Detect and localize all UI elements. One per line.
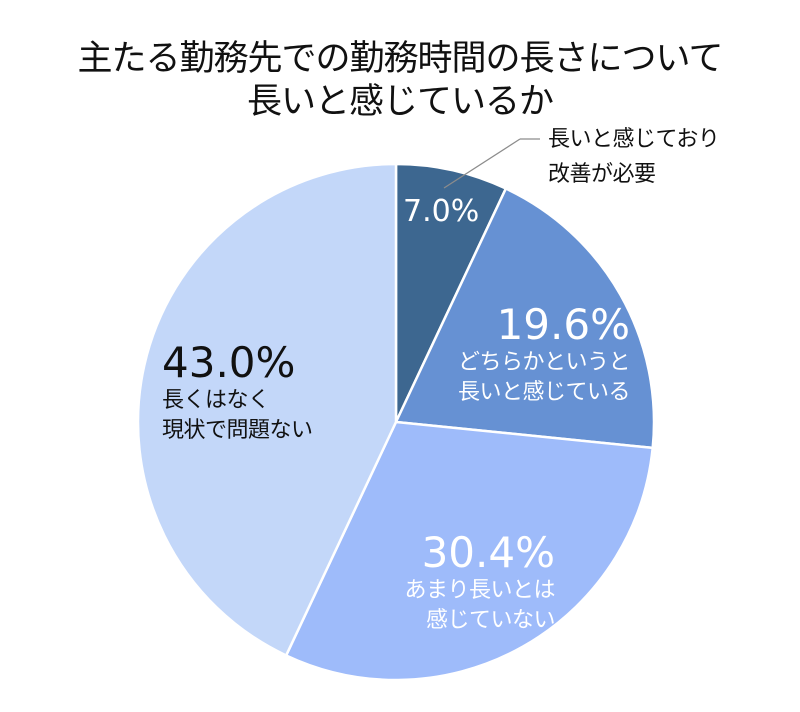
chart-title-line-1: 主たる勤務先での勤務時間の長さについて	[77, 39, 724, 79]
pie-slice-3	[284, 420, 654, 682]
slice-1-callout-label: 長いと感じており 改善が必要	[548, 122, 720, 192]
slice-4-label: 43.0% 長くはなく 現状で問題ない	[162, 340, 313, 446]
slice-4-category-line-2: 現状で問題ない	[162, 418, 313, 443]
pie-slices	[136, 162, 656, 682]
slice-3-value-label: 30.4%	[421, 528, 555, 577]
slice-4-value-label: 43.0%	[162, 338, 296, 387]
slice-1-category-line-1: 長いと感じており	[548, 127, 720, 152]
slice-2-category-line-2: 長いと感じている	[457, 380, 631, 405]
slice-2-label: 19.6% どちらかというと 長いと感じている	[440, 300, 631, 408]
slice-3-category-line-2: 感じていない	[425, 608, 556, 633]
slice-4-category-line-1: 長くはなく	[162, 388, 270, 413]
pie-slice-2	[394, 187, 656, 450]
slice-3-label: 30.4% あまり長いとは 感じていない	[380, 530, 555, 636]
pie-slice-1	[394, 162, 508, 424]
slice-1-category-line-2: 改善が必要	[548, 162, 656, 187]
slice-2-value-label: 19.6%	[496, 300, 630, 349]
pie-slice-4	[136, 162, 398, 657]
slice-2-category-line-1: どちらかというと	[457, 350, 631, 375]
callout-leader-line	[443, 138, 521, 189]
slice-1-value-label: 7.0%	[403, 194, 480, 229]
chart-title-line-2: 長いと感じているか	[246, 82, 554, 122]
slice-3-category-line-1: あまり長いとは	[404, 578, 555, 603]
